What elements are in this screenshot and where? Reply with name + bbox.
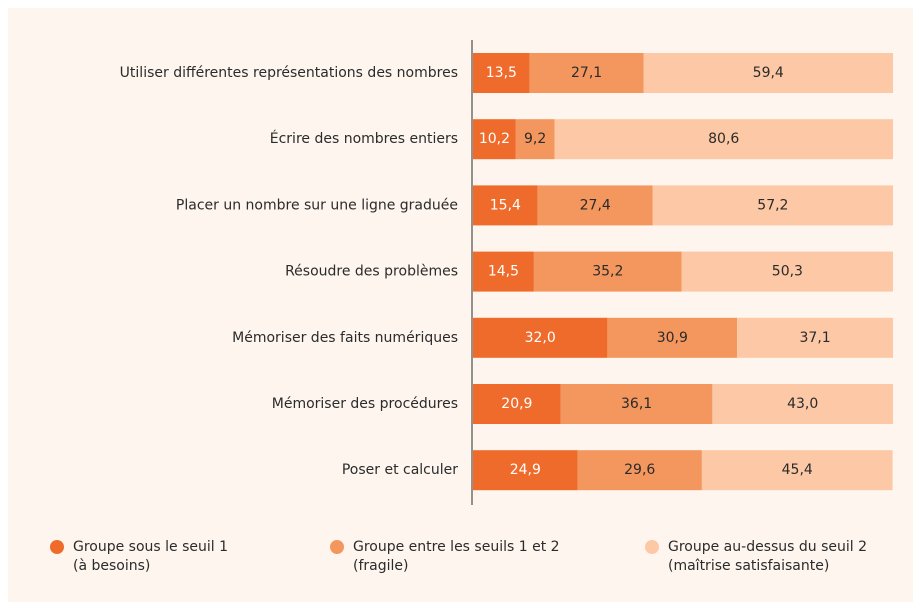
bar-segment bbox=[560, 384, 713, 424]
value-label: 9,2 bbox=[524, 131, 546, 147]
value-label: 35,2 bbox=[592, 264, 623, 280]
category-label: Placer un nombre sur une ligne graduée bbox=[176, 197, 458, 213]
value-label: 29,6 bbox=[624, 462, 655, 478]
value-label: 32,0 bbox=[525, 330, 556, 346]
value-label: 10,2 bbox=[479, 131, 510, 147]
value-label: 15,4 bbox=[490, 197, 521, 213]
legend-label: Groupe au-dessus du seuil 2 (maîtrise sa… bbox=[668, 539, 868, 574]
legend-swatch bbox=[645, 540, 659, 554]
value-label: 30,9 bbox=[657, 330, 688, 346]
legend-label: Groupe entre les seuils 1 et 2 (fragile) bbox=[353, 539, 560, 574]
legend-item: Groupe entre les seuils 1 et 2 (fragile) bbox=[330, 538, 568, 576]
legend-label: Groupe sous le seuil 1 (à besoins) bbox=[73, 539, 229, 574]
bar-segment bbox=[577, 450, 702, 491]
legend-item: Groupe au-dessus du seuil 2 (maîtrise sa… bbox=[645, 538, 873, 576]
value-label: 13,5 bbox=[486, 65, 517, 81]
category-label: Écrire des nombres entiers bbox=[270, 130, 458, 147]
bar-segment bbox=[515, 119, 555, 160]
bar-segment bbox=[529, 53, 644, 93]
value-label: 37,1 bbox=[800, 330, 831, 346]
bar-segment bbox=[712, 384, 893, 424]
value-label: 27,1 bbox=[571, 65, 602, 81]
legend-swatch bbox=[330, 540, 344, 554]
bar-segment bbox=[473, 185, 538, 226]
bar-segment bbox=[701, 450, 893, 491]
bar-segment bbox=[607, 317, 738, 358]
value-label: 24,9 bbox=[510, 462, 541, 478]
value-label: 50,3 bbox=[772, 264, 803, 280]
value-label: 43,0 bbox=[787, 396, 818, 412]
bar-segment bbox=[737, 317, 893, 358]
value-label: 80,6 bbox=[708, 131, 739, 147]
category-label: Résoudre des problèmes bbox=[285, 264, 458, 280]
bar-segment bbox=[537, 185, 653, 226]
panel bbox=[8, 8, 913, 602]
category-label: Poser et calculer bbox=[342, 462, 458, 478]
value-label: 14,5 bbox=[488, 264, 519, 280]
bar-segment bbox=[643, 53, 893, 93]
category-label: Utiliser différentes représentations des… bbox=[120, 65, 458, 81]
bar-segment bbox=[473, 384, 561, 424]
bar-segment bbox=[681, 251, 893, 292]
bar-segment bbox=[473, 53, 530, 93]
bar-segment bbox=[473, 251, 534, 292]
bar-segment bbox=[652, 185, 893, 226]
value-label: 36,1 bbox=[621, 396, 652, 412]
bar-segment bbox=[473, 450, 578, 491]
value-label: 59,4 bbox=[753, 65, 784, 81]
category-label: Mémoriser des faits numériques bbox=[232, 330, 458, 346]
value-label: 57,2 bbox=[757, 197, 788, 213]
bar-segment bbox=[473, 317, 608, 358]
legend-item: Groupe sous le seuil 1 (à besoins) bbox=[50, 538, 238, 576]
bar-segment bbox=[533, 251, 682, 292]
bar-segment bbox=[473, 119, 516, 160]
bar-segment bbox=[554, 119, 893, 160]
legend-swatch bbox=[50, 540, 64, 554]
value-label: 27,4 bbox=[580, 197, 611, 213]
value-label: 20,9 bbox=[501, 396, 532, 412]
category-label: Mémoriser des procédures bbox=[272, 396, 458, 412]
value-label: 45,4 bbox=[782, 462, 813, 478]
